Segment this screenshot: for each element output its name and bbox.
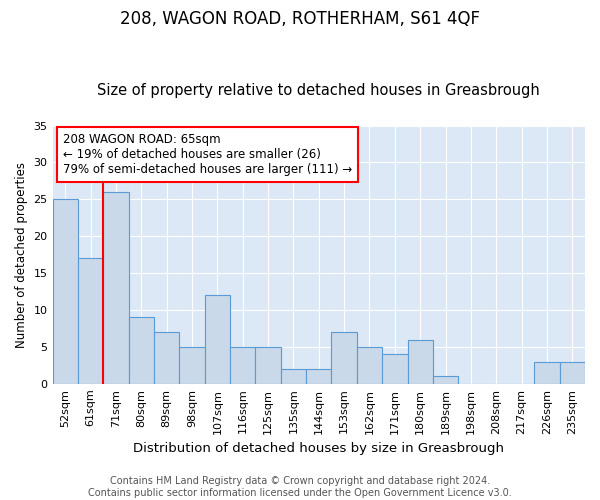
Bar: [407, 340, 433, 384]
Bar: [357, 347, 382, 384]
Bar: [534, 362, 560, 384]
Bar: [78, 258, 103, 384]
Bar: [331, 332, 357, 384]
Bar: [179, 347, 205, 384]
Bar: [382, 354, 407, 384]
Bar: [560, 362, 585, 384]
Y-axis label: Number of detached properties: Number of detached properties: [15, 162, 28, 348]
Text: 208, WAGON ROAD, ROTHERHAM, S61 4QF: 208, WAGON ROAD, ROTHERHAM, S61 4QF: [120, 10, 480, 28]
Bar: [281, 369, 306, 384]
Bar: [128, 318, 154, 384]
Text: Contains HM Land Registry data © Crown copyright and database right 2024.
Contai: Contains HM Land Registry data © Crown c…: [88, 476, 512, 498]
Bar: [230, 347, 256, 384]
Bar: [53, 200, 78, 384]
Bar: [205, 296, 230, 384]
Title: Size of property relative to detached houses in Greasbrough: Size of property relative to detached ho…: [97, 83, 540, 98]
Bar: [306, 369, 331, 384]
Bar: [103, 192, 128, 384]
Text: 208 WAGON ROAD: 65sqm
← 19% of detached houses are smaller (26)
79% of semi-deta: 208 WAGON ROAD: 65sqm ← 19% of detached …: [63, 134, 352, 176]
Bar: [256, 347, 281, 384]
X-axis label: Distribution of detached houses by size in Greasbrough: Distribution of detached houses by size …: [133, 442, 504, 455]
Bar: [154, 332, 179, 384]
Bar: [433, 376, 458, 384]
